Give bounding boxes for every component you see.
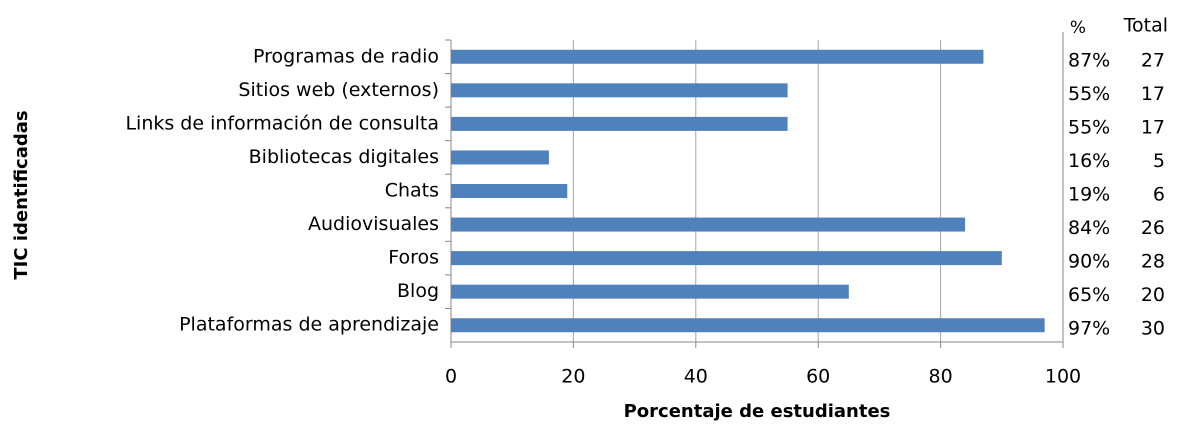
bar <box>451 184 568 198</box>
y-tick-label: Foros <box>388 247 439 269</box>
y-tick-label: Audiovisuales <box>308 213 439 235</box>
value-label: 87% <box>1068 49 1110 71</box>
total-label: 20 <box>1141 284 1165 306</box>
table-header: Total <box>1123 15 1168 37</box>
x-tick-label: 60 <box>806 366 830 388</box>
total-label: 26 <box>1141 217 1165 239</box>
value-label: 55% <box>1068 83 1110 105</box>
bar <box>451 217 966 232</box>
y-tick-label: Sitios web (externos) <box>238 79 439 101</box>
value-label: 55% <box>1068 116 1110 138</box>
value-label: 65% <box>1068 284 1110 306</box>
bar <box>451 251 1002 266</box>
total-label: 6 <box>1153 184 1165 206</box>
value-label: 97% <box>1068 318 1110 340</box>
bar <box>451 49 984 64</box>
y-tick-label: Links de información de consulta <box>125 112 439 134</box>
x-tick-label: 20 <box>561 366 585 388</box>
value-label: 90% <box>1068 251 1110 273</box>
total-label: 5 <box>1153 150 1165 172</box>
bar <box>451 83 788 98</box>
total-label: 17 <box>1141 83 1165 105</box>
table-header: % <box>1070 18 1086 38</box>
x-tick-label: 40 <box>684 366 708 388</box>
bar <box>451 284 849 299</box>
value-label: 19% <box>1068 184 1110 206</box>
x-tick-label: 0 <box>445 366 457 388</box>
total-label: 28 <box>1141 251 1165 273</box>
bar <box>451 116 788 131</box>
value-label: 84% <box>1068 217 1110 239</box>
x-tick-label: 100 <box>1045 366 1081 388</box>
bar <box>451 318 1045 333</box>
y-tick-label: Plataformas de aprendizaje <box>179 314 439 336</box>
total-label: 27 <box>1141 49 1165 71</box>
bar <box>451 150 549 165</box>
total-label: 17 <box>1141 116 1165 138</box>
y-tick-label: Chats <box>385 180 439 202</box>
x-axis-title: Porcentaje de estudiantes <box>624 401 891 422</box>
x-tick-label: 80 <box>929 366 953 388</box>
value-label: 16% <box>1068 150 1110 172</box>
y-tick-label: Bibliotecas digitales <box>249 146 439 168</box>
total-label: 30 <box>1141 318 1165 340</box>
y-axis-title: TIC identificadas <box>11 110 32 279</box>
y-tick-label: Programas de radio <box>253 45 439 67</box>
y-tick-label: Blog <box>397 280 439 302</box>
